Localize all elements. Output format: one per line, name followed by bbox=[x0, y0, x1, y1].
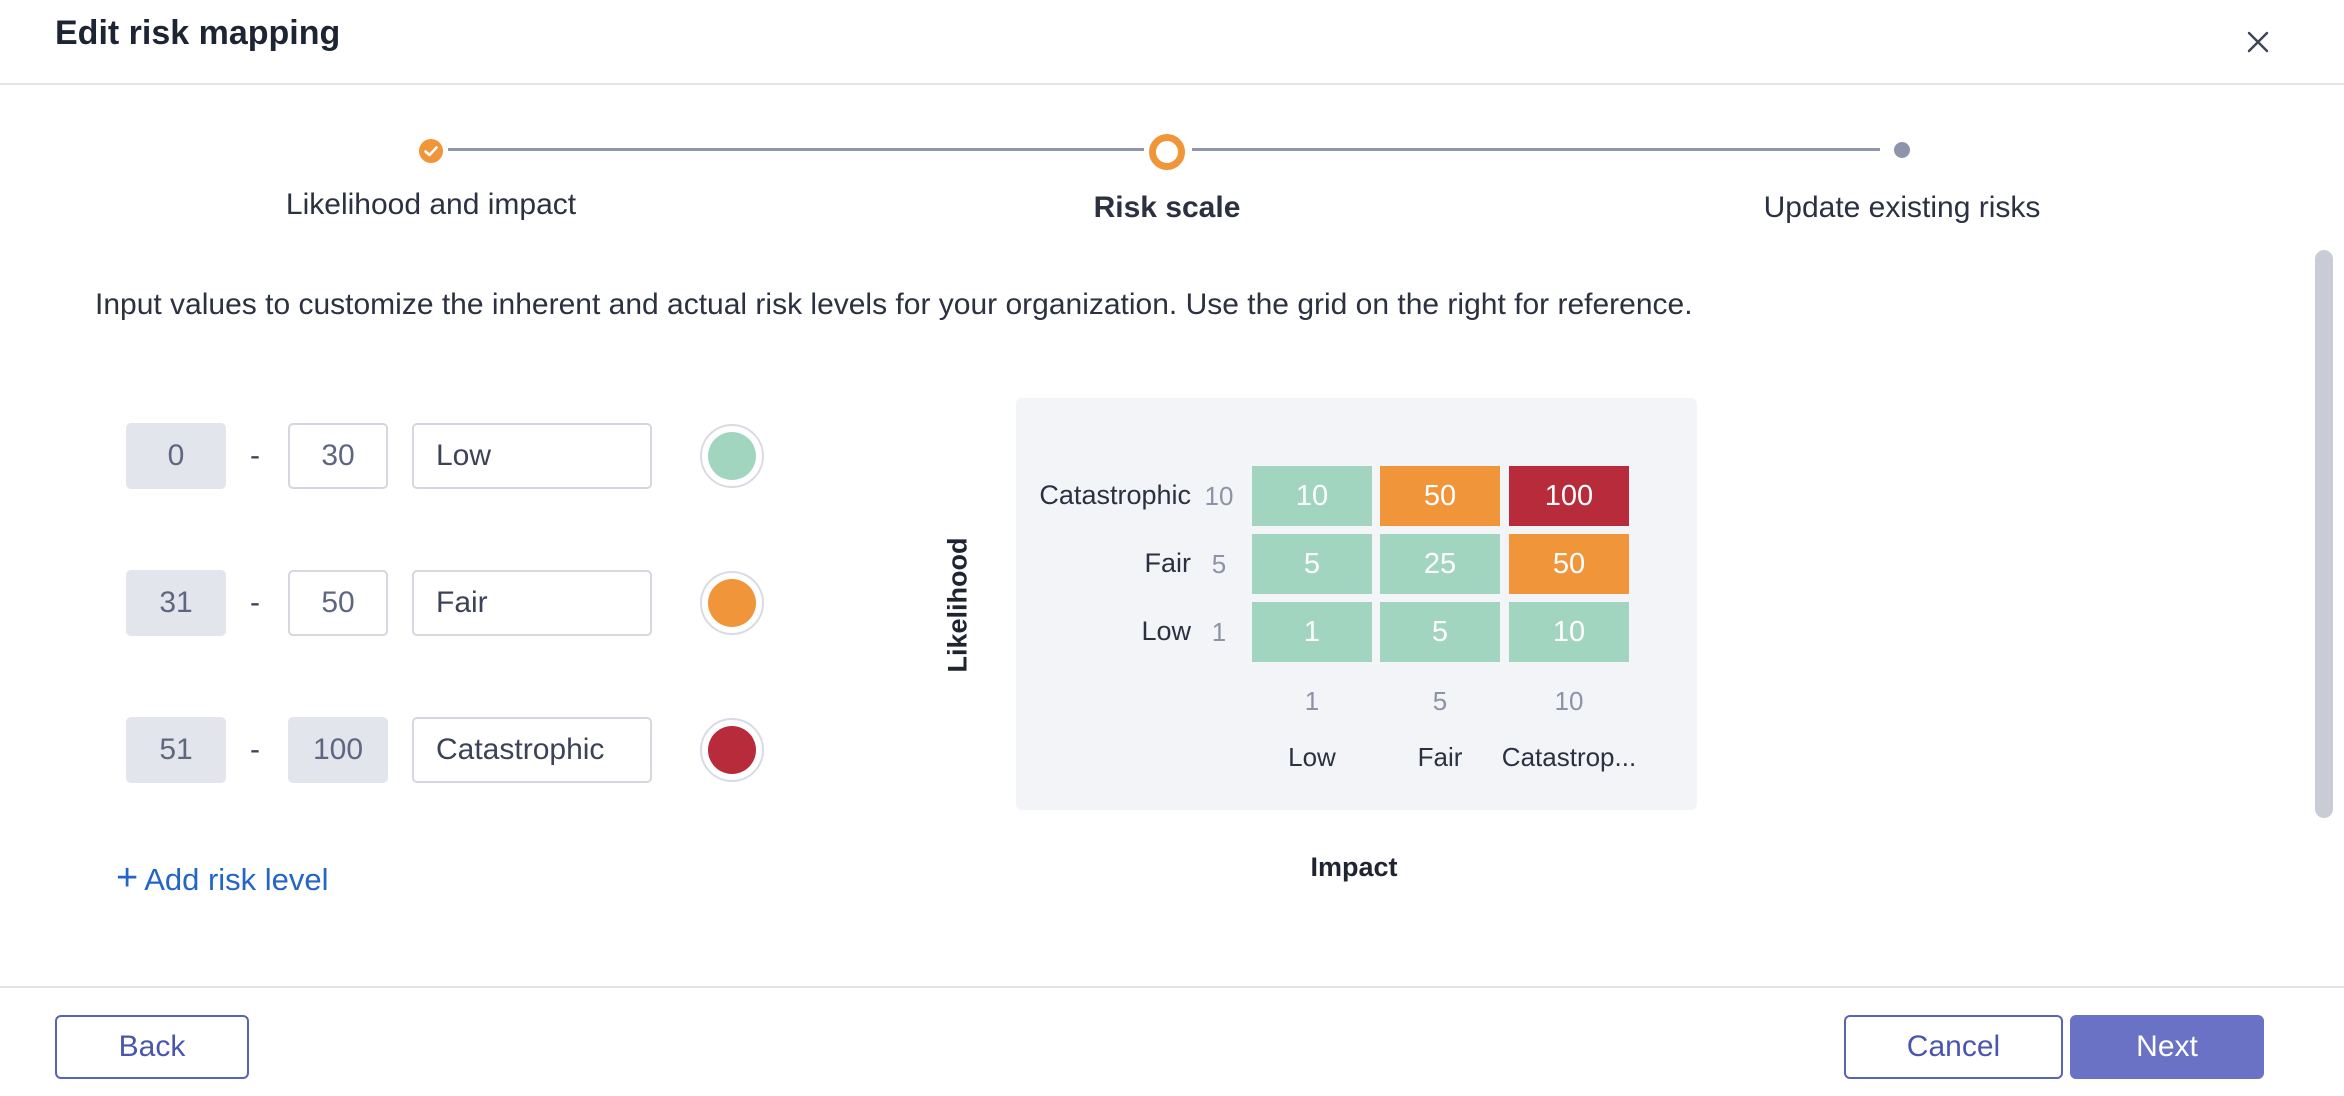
step-label-risk-scale[interactable]: Risk scale bbox=[1093, 191, 1241, 224]
column-label: Low bbox=[1288, 742, 1336, 772]
range-to-input[interactable]: 50 bbox=[288, 570, 388, 636]
stepper: Likelihood and impact Risk scale Update … bbox=[0, 120, 2344, 240]
dialog-header: Edit risk mapping bbox=[0, 0, 2344, 85]
risk-level-row-catastrophic: 51 - 100 Catastrophic bbox=[126, 717, 776, 783]
risk-level-row-fair: 31 - 50 Fair bbox=[126, 570, 776, 636]
x-axis-label: Impact bbox=[1310, 852, 1398, 882]
range-to-field: 100 bbox=[288, 717, 388, 783]
step-connector bbox=[1192, 148, 1880, 151]
range-from-field: 51 bbox=[126, 717, 226, 783]
level-name-input[interactable]: Low bbox=[412, 423, 652, 489]
step-active-indicator bbox=[1149, 134, 1185, 170]
step-completed-check-icon bbox=[419, 139, 443, 163]
grid-cell: 25 bbox=[1380, 534, 1500, 594]
back-button[interactable]: Back bbox=[55, 1015, 249, 1079]
vertical-scrollbar[interactable] bbox=[2315, 250, 2333, 818]
add-risk-level-label: Add risk level bbox=[144, 862, 329, 897]
column-label: Fair bbox=[1417, 742, 1463, 772]
range-separator: - bbox=[250, 439, 260, 472]
risk-reference-grid: Catastrophic 10 Fair 5 Low 1 10 50 100 5… bbox=[1016, 398, 1697, 810]
grid-cell: 100 bbox=[1509, 466, 1629, 526]
grid-cell: 50 bbox=[1380, 466, 1500, 526]
step-upcoming-dot bbox=[1894, 142, 1910, 158]
column-value: 5 bbox=[1432, 686, 1448, 716]
range-from-field: 31 bbox=[126, 570, 226, 636]
range-separator: - bbox=[250, 733, 260, 766]
color-swatch bbox=[708, 579, 756, 627]
add-risk-level-button[interactable]: + Add risk level bbox=[116, 857, 329, 899]
column-label: Catastrop... bbox=[1501, 742, 1637, 772]
grid-cell: 50 bbox=[1509, 534, 1629, 594]
step-connector bbox=[448, 148, 1144, 151]
dialog-footer: Back Cancel Next bbox=[0, 986, 2344, 1096]
row-label: Catastrophic bbox=[1039, 480, 1191, 510]
column-value: 10 bbox=[1554, 686, 1584, 716]
cancel-button[interactable]: Cancel bbox=[1844, 1015, 2063, 1079]
grid-cell: 10 bbox=[1509, 602, 1629, 662]
close-icon[interactable] bbox=[2240, 24, 2276, 60]
grid-cell: 5 bbox=[1252, 534, 1372, 594]
color-picker[interactable] bbox=[700, 718, 764, 782]
row-value: 1 bbox=[1211, 617, 1227, 647]
plus-icon: + bbox=[116, 857, 139, 899]
step-label-update-risks[interactable]: Update existing risks bbox=[1763, 191, 2041, 224]
risk-level-row-low: 0 - 30 Low bbox=[126, 423, 776, 489]
grid-cell: 1 bbox=[1252, 602, 1372, 662]
range-to-input[interactable]: 30 bbox=[288, 423, 388, 489]
color-picker[interactable] bbox=[700, 571, 764, 635]
step-label-likelihood-impact[interactable]: Likelihood and impact bbox=[285, 188, 577, 221]
color-picker[interactable] bbox=[700, 424, 764, 488]
row-value: 5 bbox=[1211, 549, 1227, 579]
column-value: 1 bbox=[1304, 686, 1320, 716]
range-separator: - bbox=[250, 586, 260, 619]
level-name-input[interactable]: Catastrophic bbox=[412, 717, 652, 783]
color-swatch bbox=[708, 726, 756, 774]
dialog-title: Edit risk mapping bbox=[55, 14, 341, 52]
row-label: Fair bbox=[1144, 548, 1192, 578]
level-name-input[interactable]: Fair bbox=[412, 570, 652, 636]
row-label: Low bbox=[1141, 616, 1191, 646]
y-axis-label: Likelihood bbox=[942, 537, 973, 673]
color-swatch bbox=[708, 432, 756, 480]
next-button[interactable]: Next bbox=[2070, 1015, 2264, 1079]
range-from-field: 0 bbox=[126, 423, 226, 489]
intro-text: Input values to customize the inherent a… bbox=[95, 288, 1693, 321]
row-value: 10 bbox=[1204, 481, 1234, 511]
grid-cell: 10 bbox=[1252, 466, 1372, 526]
grid-cell: 5 bbox=[1380, 602, 1500, 662]
